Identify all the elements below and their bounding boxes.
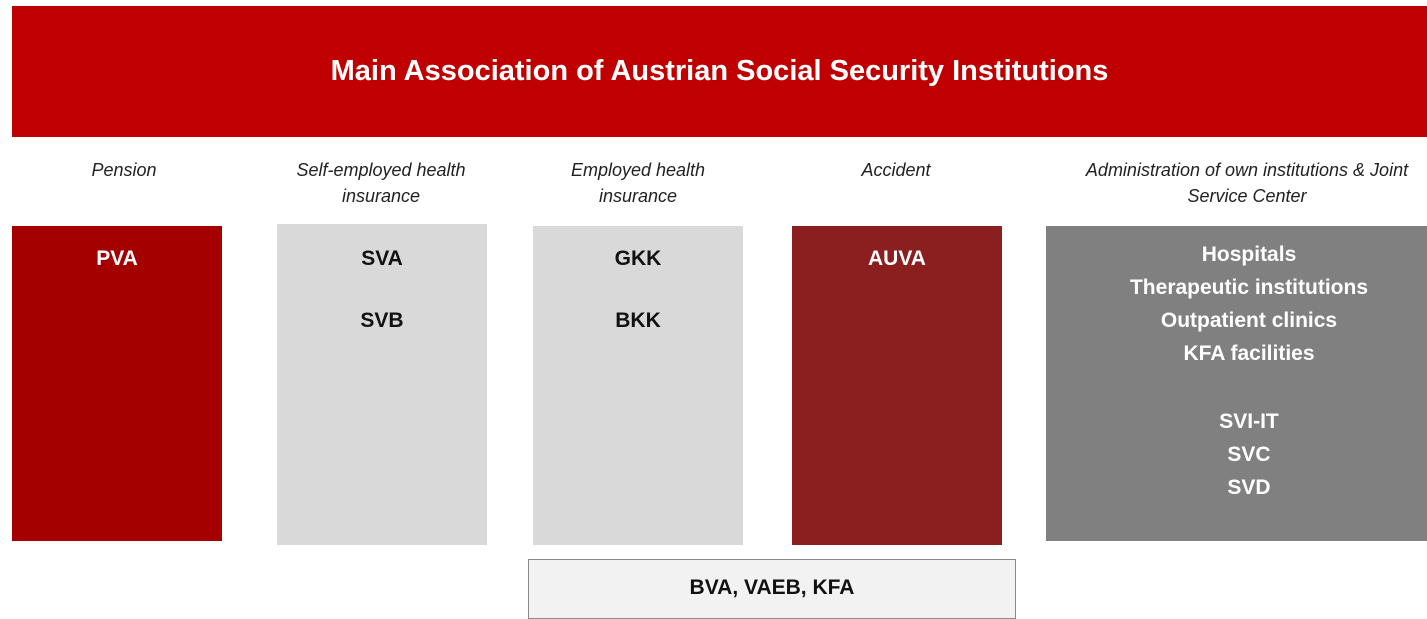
column-label: Administration of own institutions & Joi…	[997, 157, 1427, 209]
item: GKK	[614, 247, 662, 270]
item: BKK	[615, 309, 661, 332]
label-line: Pension	[91, 160, 157, 180]
item: Hospitals	[1201, 243, 1297, 266]
footer-box: BVA, VAEB, KFA	[528, 559, 1016, 619]
item: Outpatient clinics	[1160, 309, 1338, 332]
footer-text: BVA, VAEB, KFA	[689, 576, 855, 599]
column-box: SVA SVB	[277, 224, 487, 545]
label-line: Accident	[861, 160, 931, 180]
column-label: Accident	[646, 157, 1146, 183]
item: SVB	[360, 309, 404, 332]
item-group: AUVA	[792, 242, 1002, 275]
item-group: BKK	[533, 304, 743, 337]
title: Main Association of Austrian Social Secu…	[330, 55, 1109, 87]
item-group: GKK	[533, 242, 743, 275]
item: KFA facilities	[1183, 342, 1315, 365]
label-line: Administration of own institutions & Joi…	[1085, 160, 1409, 180]
item: Therapeutic institutions	[1129, 276, 1368, 299]
item-group: SVA	[277, 242, 487, 275]
item: PVA	[96, 247, 138, 270]
item-group: PVA	[12, 242, 222, 275]
label-line: Self-employed health	[296, 160, 466, 180]
column-label: Pension	[0, 157, 374, 183]
item-group: SVB	[277, 304, 487, 337]
item-group: Hospitals Therapeutic institutions Outpati…	[1046, 238, 1427, 370]
item: SVI-IT	[1219, 410, 1279, 433]
item: SVA	[361, 247, 403, 270]
column-label: Employed health insurance	[388, 157, 888, 209]
item: AUVA	[868, 247, 926, 270]
column-box: PVA	[12, 226, 222, 541]
banner: Main Association of Austrian Social Secu…	[12, 6, 1427, 137]
column-box: Hospitals Therapeutic institutions Outpati…	[1046, 226, 1427, 541]
item: SVD	[1227, 476, 1271, 499]
item-group: SVI-IT SVC SVD	[1046, 405, 1427, 504]
column-label: Self-employed health insurance	[131, 157, 631, 209]
column-box: GKK BKK	[533, 226, 743, 545]
label-line: Service Center	[1187, 186, 1307, 206]
label-line: Employed health	[570, 160, 706, 180]
item: SVC	[1227, 443, 1271, 466]
label-line: insurance	[598, 186, 678, 206]
label-line: insurance	[341, 186, 421, 206]
column-box: AUVA	[792, 226, 1002, 545]
